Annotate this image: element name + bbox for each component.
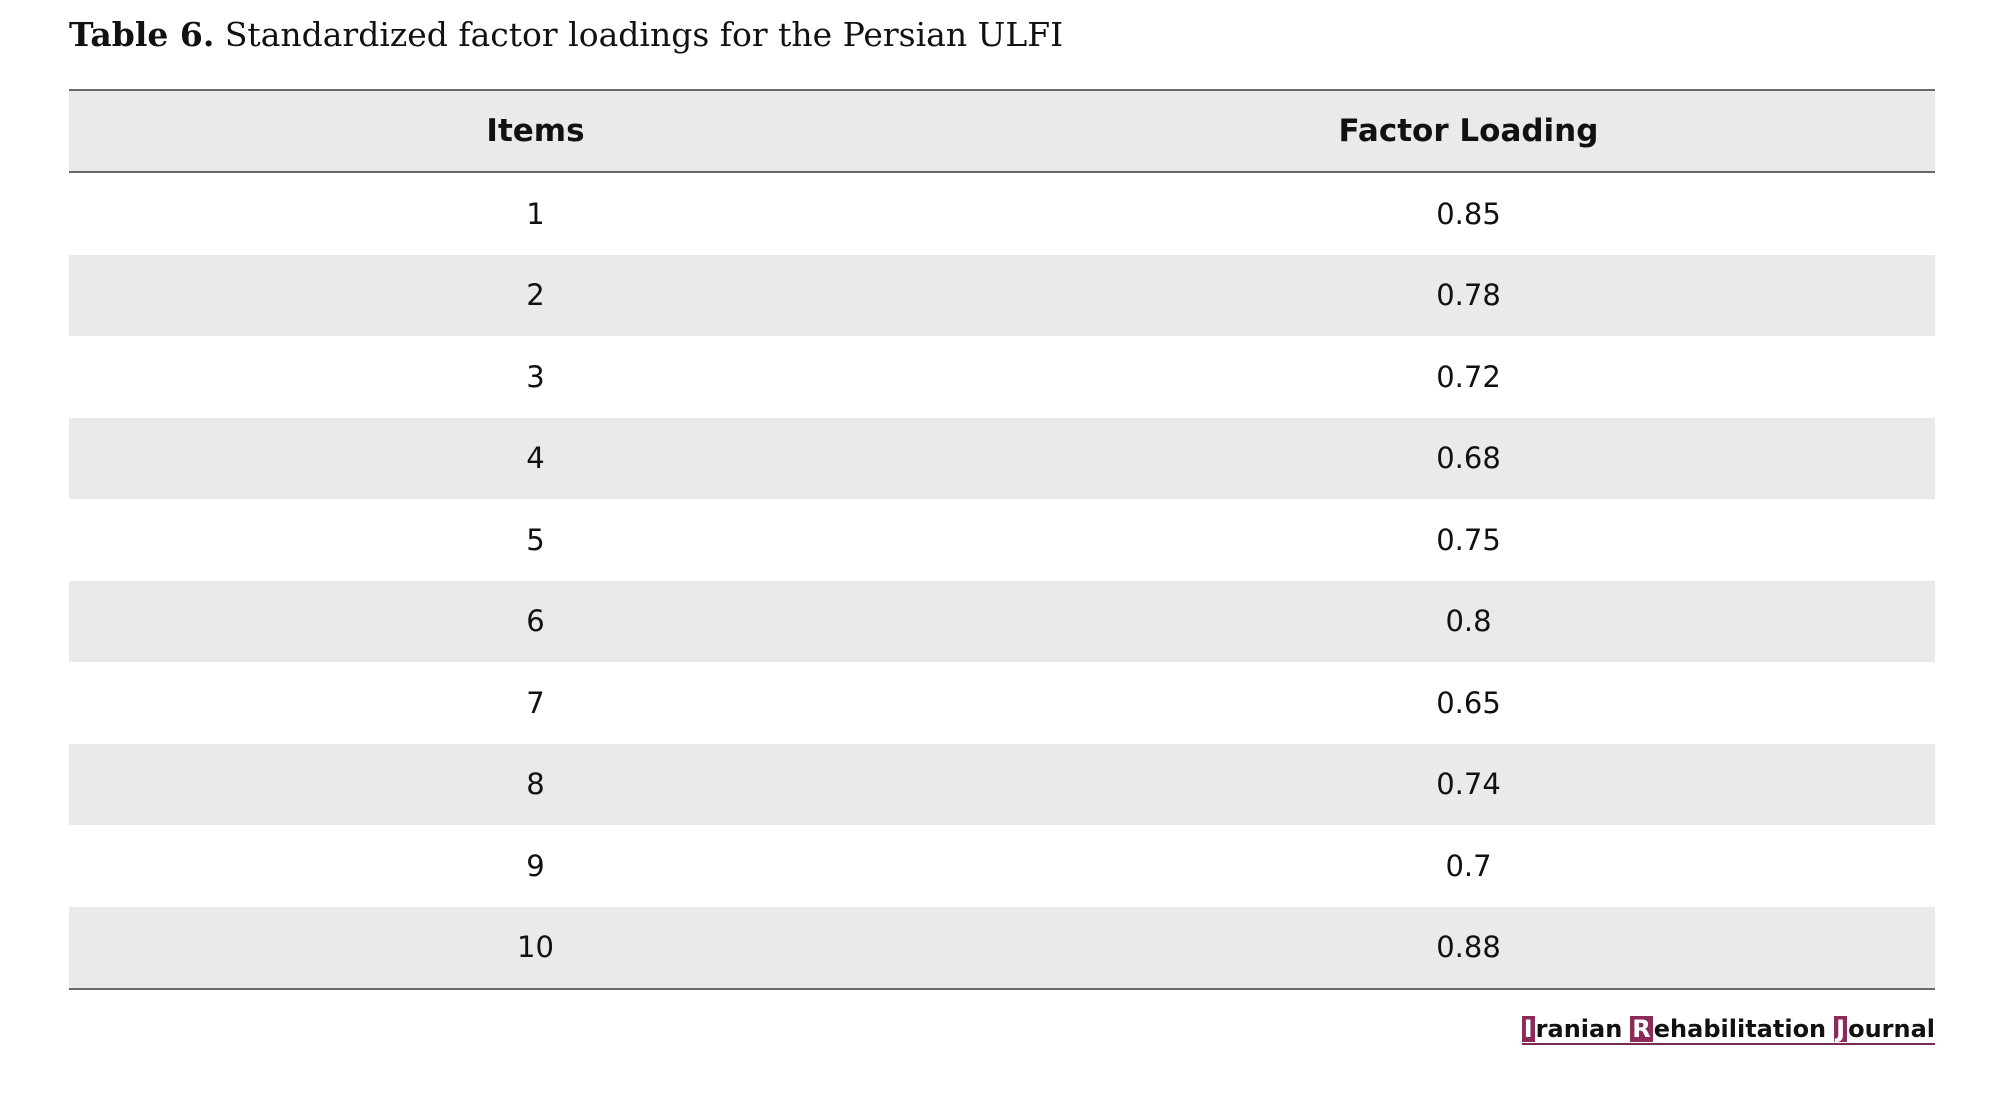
factor-loadings-table: Items Factor Loading 1 0.85 2 0.78 3 0.7… [69, 89, 1935, 990]
factor-loading-cell: 0.78 [1436, 278, 1501, 313]
table-row: 9 0.7 [69, 825, 1935, 907]
item-number-cell: 8 [526, 767, 545, 802]
table-row: 2 0.78 [69, 254, 1935, 336]
factor-loading-cell: 0.74 [1436, 767, 1501, 802]
factor-loading-cell: 0.72 [1436, 359, 1501, 394]
table-row: 6 0.8 [69, 580, 1935, 662]
table-row: 3 0.72 [69, 336, 1935, 418]
table-row: 8 0.74 [69, 743, 1935, 825]
journal-logo-initial: J [1834, 1015, 1848, 1043]
item-number-cell: 2 [526, 278, 545, 313]
journal-logo-word: I ranian [1521, 1015, 1623, 1043]
item-number-cell: 5 [526, 522, 545, 557]
item-number-cell: 4 [526, 441, 545, 476]
journal-logo-rest: ehabilitation [1653, 1015, 1827, 1043]
table-row: 1 0.85 [69, 172, 1935, 255]
table-caption-label: Table 6. [69, 15, 215, 54]
item-number-cell: 6 [526, 604, 545, 639]
table-row: 5 0.75 [69, 499, 1935, 581]
journal-logo-initial: I [1521, 1015, 1535, 1043]
table-header-row: Items Factor Loading [69, 89, 1935, 173]
journal-logo-rest: ournal [1848, 1015, 1935, 1043]
table-row: 10 0.88 [69, 906, 1935, 990]
item-number-cell: 3 [526, 359, 545, 394]
item-number-cell: 9 [526, 848, 545, 883]
factor-loadings-table-container: Items Factor Loading 1 0.85 2 0.78 3 0.7… [69, 89, 1935, 990]
journal-logo-rest: ranian [1535, 1015, 1623, 1043]
column-header-factor-loading: Factor Loading [1002, 89, 1935, 173]
table-row: 4 0.68 [69, 417, 1935, 499]
table-caption: Table 6. Standardized factor loadings fo… [69, 10, 1063, 60]
journal-logo: I ranian R ehabilitation J ournal [1521, 1015, 1935, 1045]
item-number-cell: 1 [526, 196, 545, 231]
item-number-cell: 10 [69, 906, 1002, 990]
factor-loading-cell: 0.7 [1445, 848, 1492, 883]
factor-loading-cell: 0.68 [1436, 441, 1501, 476]
factor-loading-cell: 0.75 [1436, 522, 1501, 557]
factor-loading-cell: 0.8 [1445, 604, 1492, 639]
journal-logo-initial: R [1630, 1015, 1653, 1043]
table-header: Items Factor Loading [69, 89, 1935, 173]
column-header-items: Items [69, 89, 1002, 173]
table-row: 7 0.65 [69, 662, 1935, 744]
factor-loading-cell: 0.65 [1436, 685, 1501, 720]
table-body: 1 0.85 2 0.78 3 0.72 4 0.68 5 0.75 6 0.8 [69, 172, 1935, 990]
factor-loading-cell: 0.88 [1002, 906, 1935, 990]
item-number-cell: 7 [526, 685, 545, 720]
factor-loading-cell: 0.85 [1436, 196, 1501, 231]
table-caption-text: Standardized factor loadings for the Per… [224, 15, 1064, 54]
journal-logo-word: J ournal [1834, 1016, 1935, 1042]
journal-logo-word: R ehabilitation [1630, 1016, 1826, 1042]
